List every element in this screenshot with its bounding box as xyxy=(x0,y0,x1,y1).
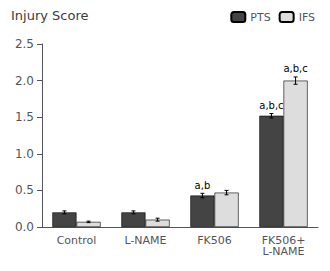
svg-text:a,b: a,b xyxy=(195,180,211,191)
svg-text:a,b,c: a,b,c xyxy=(259,100,283,111)
svg-text:PTS: PTS xyxy=(250,11,270,24)
svg-text:IFS: IFS xyxy=(299,11,315,24)
svg-text:1.0: 1.0 xyxy=(15,147,34,161)
svg-text:2.5: 2.5 xyxy=(15,37,34,51)
svg-text:a,b,c: a,b,c xyxy=(283,63,307,74)
svg-text:1.5: 1.5 xyxy=(15,110,34,124)
svg-text:0.5: 0.5 xyxy=(15,183,34,197)
svg-text:Control: Control xyxy=(57,234,97,247)
svg-text:0.0: 0.0 xyxy=(15,220,34,234)
svg-text:Injury Score: Injury Score xyxy=(11,8,89,23)
svg-text:FK506: FK506 xyxy=(197,234,232,247)
svg-text:L-NAME: L-NAME xyxy=(262,245,304,258)
svg-text:2.0: 2.0 xyxy=(15,74,34,88)
svg-text:L-NAME: L-NAME xyxy=(124,234,166,247)
svg-text:FK506+: FK506+ xyxy=(261,234,306,247)
